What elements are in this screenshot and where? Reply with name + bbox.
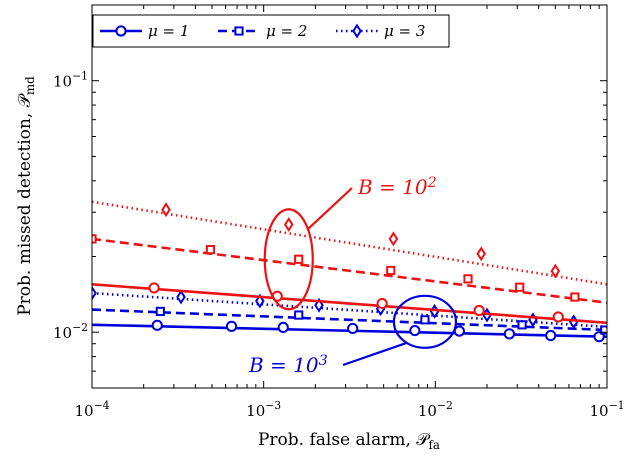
series-marker: [476, 246, 486, 262]
series-marker: [515, 282, 525, 292]
series-marker: [409, 324, 421, 337]
series-marker: [294, 254, 304, 264]
series-marker: [473, 304, 485, 317]
series-marker: [255, 293, 265, 309]
series-marker: [225, 320, 238, 332]
x-tick-label: 10−2: [418, 399, 453, 420]
series-line: [92, 237, 607, 304]
annotation-leader: [342, 341, 408, 367]
series-marker: [550, 263, 561, 279]
annotation-label: B = 103: [248, 353, 328, 377]
legend-label: μ = 1: [148, 22, 189, 40]
series-line: [92, 200, 607, 286]
legend-label: μ = 3: [384, 22, 425, 40]
series-marker: [600, 325, 607, 335]
series-marker: [420, 315, 430, 325]
legend-marker: [352, 23, 362, 39]
series-marker: [463, 274, 473, 284]
series-marker: [376, 297, 388, 310]
legend-entry: μ = 2: [218, 22, 307, 40]
series-marker: [277, 321, 289, 333]
y-axis-title: Prob. missed detection, 𝒫md: [15, 76, 37, 316]
legend-entry: μ = 1: [100, 22, 189, 40]
series-marker: [294, 310, 304, 320]
series-marker: [388, 231, 399, 247]
x-tick-label: 10−3: [246, 399, 281, 420]
legend-marker: [234, 26, 244, 36]
legend: μ = 1 μ = 2 μ = 3: [92, 14, 450, 48]
annotation-layer: B = 102 B = 103: [248, 175, 458, 377]
y-tick-label: 10−1: [53, 70, 88, 91]
series-6: [92, 200, 607, 286]
series-marker: [552, 311, 564, 323]
series-marker: [92, 285, 97, 301]
axis-titles: Prob. false alarm, 𝒫fa Prob. missed detec…: [15, 76, 440, 452]
series-marker: [155, 306, 165, 316]
series-marker: [503, 328, 515, 340]
annotation-leader: [307, 187, 353, 231]
legend-box: [92, 14, 450, 48]
series-marker: [176, 289, 186, 305]
plot-frame: [91, 4, 608, 389]
legend-marker: [115, 25, 127, 37]
x-tick-label: 10−1: [589, 399, 624, 420]
series-marker: [161, 202, 171, 218]
legend-label: μ = 2: [266, 22, 307, 40]
series-line: [92, 308, 607, 332]
annotation-label: B = 102: [357, 175, 437, 199]
series-marker: [545, 329, 557, 342]
tick-layer: 10−4 10−3 10−2 10−1 10−2 10−1: [53, 4, 625, 420]
y-tick-label: 10−2: [53, 321, 88, 342]
series-marker: [570, 292, 580, 302]
x-tick-label: 10−4: [74, 399, 109, 420]
legend-entry: μ = 3: [336, 22, 425, 40]
series-1: [92, 319, 607, 343]
x-axis-title: Prob. false alarm, 𝒫fa: [258, 430, 440, 452]
series-line: [92, 283, 607, 325]
series-marker: [148, 282, 160, 294]
annotation-ellipse: [263, 208, 314, 311]
series-marker: [314, 297, 324, 313]
series-marker: [283, 217, 294, 232]
series-marker: [386, 265, 396, 276]
annotation-ellipse: [392, 294, 458, 349]
series-marker: [347, 322, 359, 335]
series-marker: [151, 319, 163, 331]
series-marker: [205, 245, 216, 255]
